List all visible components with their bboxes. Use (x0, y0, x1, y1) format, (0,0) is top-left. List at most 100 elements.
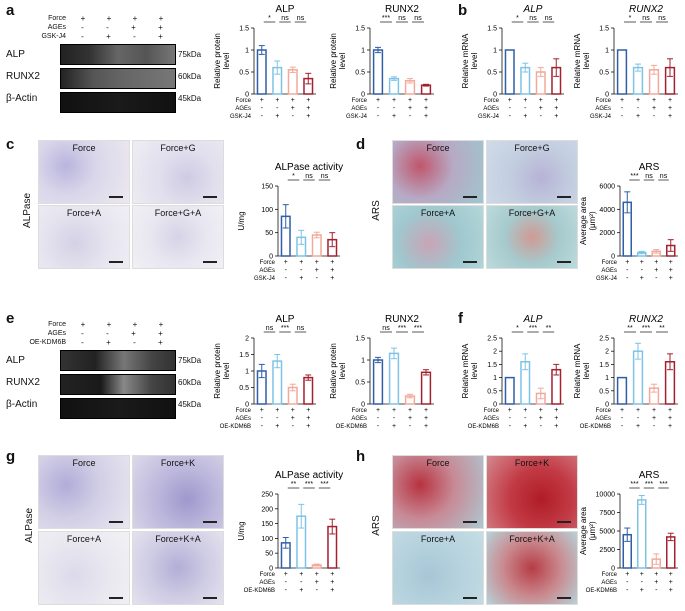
panel-label-g: g (6, 448, 16, 465)
y-axis-label: Relative protein (329, 343, 338, 399)
blot-band-actin (60, 92, 176, 113)
treatment-row-label: Force (602, 572, 618, 578)
y-axis-label: level (582, 53, 591, 70)
significance-label: *** (645, 481, 653, 488)
treatment-row-label: Force (484, 98, 500, 104)
treatment-sign: + (392, 407, 396, 414)
treatment-row-label: AGEs (483, 106, 499, 112)
blot-a-sign: + (106, 14, 112, 23)
micrograph-caption: Force (426, 143, 450, 153)
treatment-sign: + (554, 423, 558, 430)
treatment-sign: - (655, 275, 658, 282)
y-tick-label: 0 (269, 254, 273, 261)
blot-a-label-runx2: RUNX2 (6, 71, 40, 82)
y-tick-label: 1 (493, 48, 497, 55)
blot-e-sign: - (81, 338, 84, 347)
y-tick-label: 2500 (599, 547, 615, 554)
treatment-sign: + (539, 415, 543, 422)
y-tick-label: 1.5 (599, 26, 609, 33)
treatment-sign: + (291, 97, 295, 104)
micrograph-caption: Force+A (420, 534, 456, 544)
micrograph-d-force-g: Force+G (486, 140, 578, 204)
treatment-sign: + (640, 587, 644, 594)
treatment-row-label: Force (260, 572, 276, 578)
scale-bar (557, 196, 571, 198)
y-axis-label: U/mg (237, 211, 246, 230)
y-axis-label: level (222, 53, 231, 70)
treatment-row-label: AGEs (601, 580, 617, 586)
treatment-sign: + (640, 571, 644, 578)
treatment-sign: - (621, 113, 624, 120)
micrograph-g-force-k: Force+K (132, 455, 224, 529)
treatment-sign: + (625, 571, 629, 578)
treatment-row-label: OE-KDM6B (336, 424, 367, 430)
treatment-sign: + (668, 105, 672, 112)
y-tick-label: 0.5 (355, 70, 365, 77)
treatment-row-label: GSK-J4 (230, 114, 252, 120)
blot-band-runx2 (60, 68, 176, 89)
treatment-sign: + (299, 587, 303, 594)
y-tick-label: 0 (493, 402, 497, 409)
micrograph-caption: Force (72, 143, 96, 153)
significance-label: ns (398, 15, 406, 22)
treatment-sign: + (284, 259, 288, 266)
y-tick-label: 50 (265, 551, 273, 558)
treatment-row-label: Force (352, 98, 368, 104)
significance-label: ns (660, 173, 668, 180)
treatment-sign: - (261, 105, 264, 112)
treatment-sign: + (523, 97, 527, 104)
treatment-sign: + (275, 423, 279, 430)
micrograph-d-force: Force (392, 140, 484, 204)
blot-a-sign: - (106, 23, 109, 32)
treatment-sign: + (554, 105, 558, 112)
side-label-c: ALPase (22, 192, 34, 229)
blot-a-label-alp: ALP (6, 49, 25, 60)
treatment-sign: - (292, 423, 295, 430)
treatment-sign: + (668, 97, 672, 104)
y-axis-label: Average area (579, 197, 588, 245)
scale-bar (109, 261, 123, 263)
panel-label-b: b (458, 2, 468, 19)
chart-title: ALP (276, 4, 295, 15)
blot-band-actin (60, 398, 176, 419)
significance-label: * (268, 15, 271, 22)
treatment-sign: + (654, 259, 658, 266)
significance-label: ** (659, 325, 665, 332)
blot-a-sign: - (133, 32, 136, 41)
y-axis-label: (μm²) (588, 521, 597, 541)
treatment-sign: + (620, 407, 624, 414)
blot-e-label-runx2: RUNX2 (6, 377, 40, 388)
treatment-row-label: Force (352, 408, 368, 414)
panel-label-c: c (6, 136, 15, 153)
treatment-sign: + (376, 97, 380, 104)
y-tick-label: 200 (261, 506, 273, 513)
y-tick-label: 5000 (599, 529, 615, 536)
significance-label: ns (297, 325, 305, 332)
treatment-sign: - (621, 105, 624, 112)
treatment-sign: - (261, 113, 264, 120)
treatment-sign: - (509, 113, 512, 120)
treatment-row-label: AGEs (259, 580, 275, 586)
treatment-sign: - (300, 579, 303, 586)
treatment-sign: - (621, 423, 624, 430)
treatment-sign: + (392, 113, 396, 120)
treatment-row-label: Force (596, 98, 612, 104)
treatment-row-label: Force (236, 98, 252, 104)
treatment-sign: + (330, 275, 334, 282)
blot-e-kda-60: 60kDa (178, 378, 202, 387)
treatment-sign: + (636, 423, 640, 430)
y-axis-label: level (338, 53, 347, 70)
significance-label: ns (321, 173, 329, 180)
treatment-sign: + (424, 105, 428, 112)
blot-e-label-alp: ALP (6, 355, 25, 366)
y-tick-label: 0.5 (599, 70, 609, 77)
micrograph-caption: Force+G (514, 143, 550, 153)
treatment-sign: + (291, 105, 295, 112)
treatment-sign: + (523, 113, 527, 120)
blot-e-sign: - (81, 329, 84, 338)
chart-b-runx2-mrna: RUNX2 Relative mRNA level 0 0.5 1 1.5 * ns ns Forc… (573, 4, 678, 120)
treatment-sign: + (315, 571, 319, 578)
chart-a-alp-protein: ALP Relative protein level 0 0.5 1 1.5 * ns ns For… (213, 4, 316, 120)
treatment-sign: - (540, 423, 543, 430)
treatment-sign: - (653, 113, 656, 120)
